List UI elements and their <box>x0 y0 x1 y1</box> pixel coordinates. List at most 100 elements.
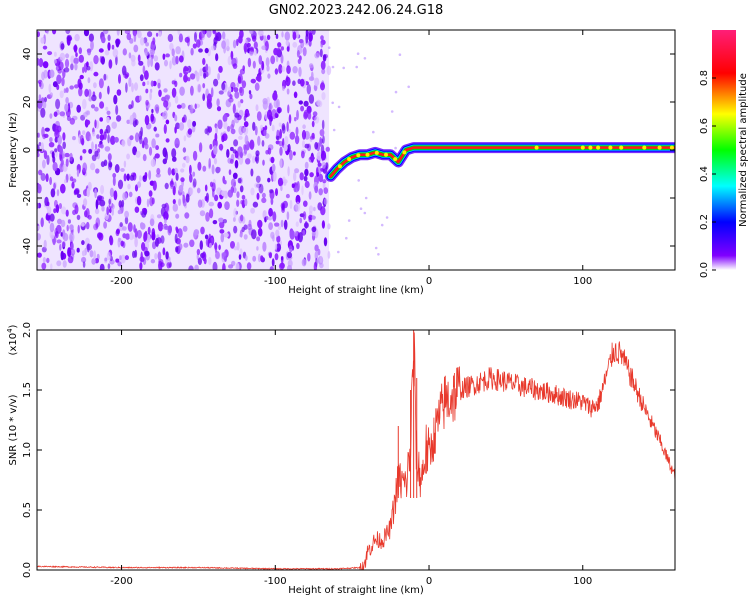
noise-blob <box>52 30 57 35</box>
noise-blob <box>301 129 307 140</box>
noise-blob <box>45 173 49 183</box>
noise-blob <box>95 222 99 229</box>
noise-blob <box>55 98 61 110</box>
noise-blob <box>37 132 40 138</box>
noise-blob <box>286 88 290 95</box>
noise-blob <box>64 152 70 158</box>
noise-blob <box>182 225 188 232</box>
noise-blob <box>69 117 76 125</box>
noise-blob <box>202 83 206 89</box>
noise-blob <box>127 183 131 190</box>
noise-blob <box>243 224 248 230</box>
noise-blob <box>73 57 79 65</box>
noise-blob <box>117 261 122 267</box>
noise-blob <box>183 74 188 83</box>
noise-blob <box>265 215 269 221</box>
noise-blob <box>144 70 149 80</box>
snr-line <box>37 332 675 570</box>
noise-blob <box>124 73 129 79</box>
noise-blob <box>220 233 225 243</box>
noise-blob <box>58 203 63 209</box>
noise-blob <box>169 42 174 51</box>
noise-blob <box>86 65 91 71</box>
noise-blob <box>322 135 325 144</box>
noise-blob <box>107 34 111 42</box>
noise-blob <box>113 190 118 201</box>
noise-blob <box>82 98 87 110</box>
noise-blob <box>256 246 259 251</box>
snr-x-ticks: -200 -100 0 100 <box>110 330 592 587</box>
noise-blob <box>250 78 256 84</box>
noise-blob <box>56 239 62 244</box>
noise-speckle <box>363 57 367 60</box>
noise-blob <box>44 96 47 103</box>
noise-blob <box>311 120 315 128</box>
noise-blob <box>117 179 124 190</box>
noise-blob <box>282 200 288 209</box>
noise-blob <box>319 129 325 137</box>
noise-blob <box>316 172 320 177</box>
noise-blob <box>223 180 227 185</box>
noise-speckle <box>372 130 375 134</box>
noise-blob <box>193 229 200 236</box>
noise-blob <box>274 222 280 227</box>
noise-blob <box>60 183 66 194</box>
noise-blob <box>55 231 59 239</box>
noise-blob <box>99 128 104 135</box>
noise-blob <box>37 57 40 66</box>
noise-blob <box>62 260 67 268</box>
noise-blob <box>188 265 194 270</box>
noise-blob <box>320 42 324 48</box>
noise-blob <box>243 146 248 155</box>
noise-blob <box>69 234 73 241</box>
noise-blob <box>280 46 284 51</box>
noise-blob <box>252 121 256 131</box>
noise-blob <box>215 125 218 135</box>
noise-blob <box>250 207 256 214</box>
noise-blob <box>317 162 322 167</box>
noise-blob <box>304 161 309 170</box>
noise-blob <box>320 60 326 70</box>
noise-blob <box>73 44 78 53</box>
noise-blob <box>248 90 252 95</box>
noise-blob <box>42 257 47 263</box>
noise-blob <box>69 152 73 162</box>
noise-blob <box>148 170 152 180</box>
noise-blob <box>323 198 328 205</box>
noise-blob <box>238 254 242 260</box>
noise-blob <box>103 30 109 35</box>
ridge-dot <box>580 145 585 150</box>
noise-blob <box>141 140 145 149</box>
noise-blob <box>182 198 187 207</box>
snr-y-label: SNR (10 * v/v) <box>8 394 19 465</box>
noise-blob <box>175 213 180 219</box>
noise-blob <box>146 80 150 85</box>
noise-blob <box>224 201 230 211</box>
noise-blob <box>40 142 44 152</box>
noise-blob <box>301 185 304 196</box>
colorbar-tick-label: 0.0 <box>699 262 710 278</box>
noise-blob <box>311 30 316 35</box>
noise-blob <box>53 59 57 64</box>
noise-blob <box>266 109 273 120</box>
noise-blob <box>237 76 242 84</box>
spectrogram-ridge <box>325 142 675 182</box>
noise-blob <box>167 33 174 43</box>
noise-blob <box>246 223 253 231</box>
noise-blob <box>225 38 230 49</box>
noise-blob <box>128 77 132 88</box>
noise-blob <box>144 115 150 126</box>
noise-blob <box>56 260 62 267</box>
noise-blob <box>82 130 86 136</box>
noise-blob <box>103 73 107 81</box>
noise-blob <box>256 236 261 242</box>
noise-blob <box>289 199 293 210</box>
noise-blob <box>76 214 81 221</box>
noise-blob <box>271 109 277 120</box>
noise-blob <box>280 256 284 265</box>
noise-blob <box>264 125 268 131</box>
noise-blob <box>90 162 96 171</box>
noise-blob <box>154 153 160 159</box>
noise-blob <box>316 151 323 161</box>
